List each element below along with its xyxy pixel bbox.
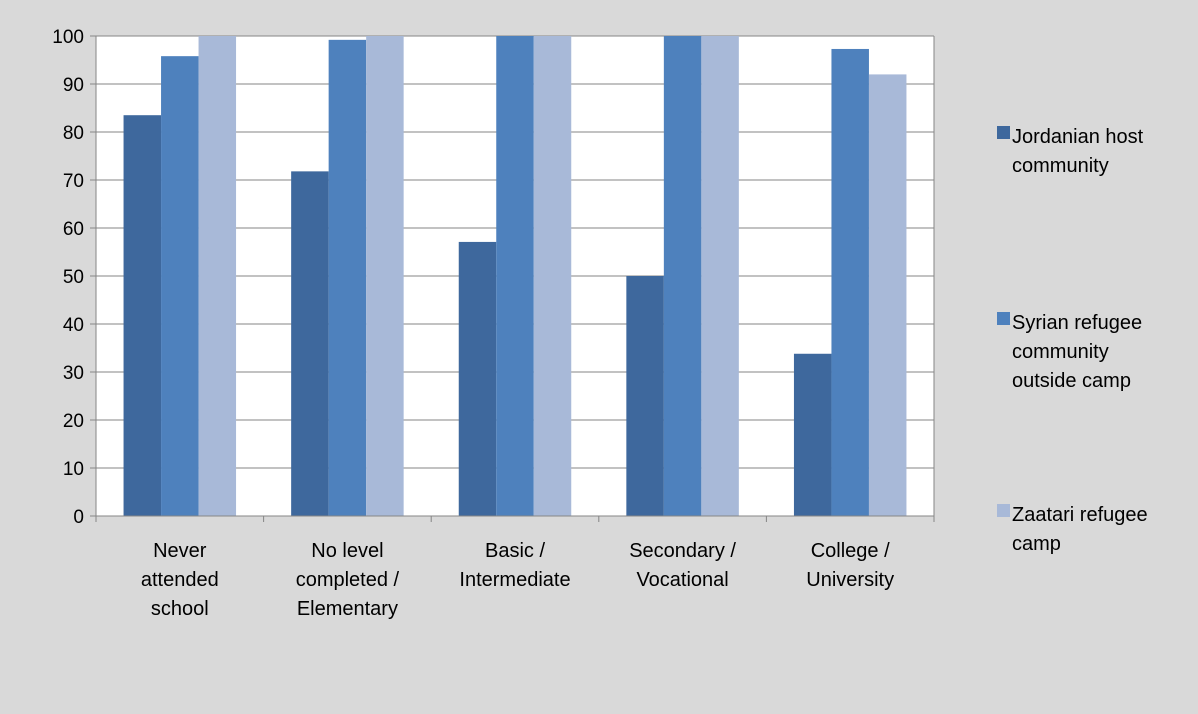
bar <box>533 36 572 516</box>
y-tick-label: 60 <box>63 219 84 240</box>
legend-swatch <box>997 126 1010 139</box>
y-tick-label: 10 <box>63 459 84 480</box>
y-tick-label: 30 <box>63 363 84 384</box>
y-tick-label: 100 <box>52 27 84 48</box>
legend: Jordanian host community Syrian refugee com… <box>997 126 1148 555</box>
bar <box>366 36 404 516</box>
bar <box>198 36 237 516</box>
y-tick-label: 80 <box>63 123 84 144</box>
bar <box>291 171 329 517</box>
y-tick-label: 90 <box>63 75 84 96</box>
y-tick-label: 50 <box>63 267 84 288</box>
bar <box>123 115 162 516</box>
y-tick-label: 0 <box>73 507 84 528</box>
bar <box>663 36 702 516</box>
y-tick-label: 40 <box>63 315 84 336</box>
x-tick-label: No level completed / Elementary <box>296 540 400 620</box>
legend-label: Jordanian host community <box>1012 126 1144 177</box>
bar <box>458 241 497 517</box>
y-tick-label: 70 <box>63 171 84 192</box>
bar <box>793 353 832 516</box>
y-tick-label: 20 <box>63 411 84 432</box>
x-tick-label: Never attended school <box>141 540 219 620</box>
x-tick-label: Secondary / Vocational <box>629 540 736 591</box>
legend-swatch <box>997 312 1010 325</box>
bar <box>701 36 739 516</box>
legend-label: Zaatari refugee camp <box>1012 504 1148 555</box>
bar <box>626 276 664 516</box>
plot-area: 0 10 20 30 40 50 60 70 80 90 100 Never attended schoo… <box>52 27 935 620</box>
bar <box>496 36 534 516</box>
x-tick-label: College / University <box>806 540 894 591</box>
bar <box>161 56 199 516</box>
bar <box>831 48 869 517</box>
x-tick-label: Basic / Intermediate <box>459 540 570 591</box>
bar <box>868 74 907 517</box>
legend-swatch <box>997 504 1010 517</box>
bar <box>328 39 367 517</box>
legend-label: Syrian refugee community outside camp <box>1012 312 1142 392</box>
